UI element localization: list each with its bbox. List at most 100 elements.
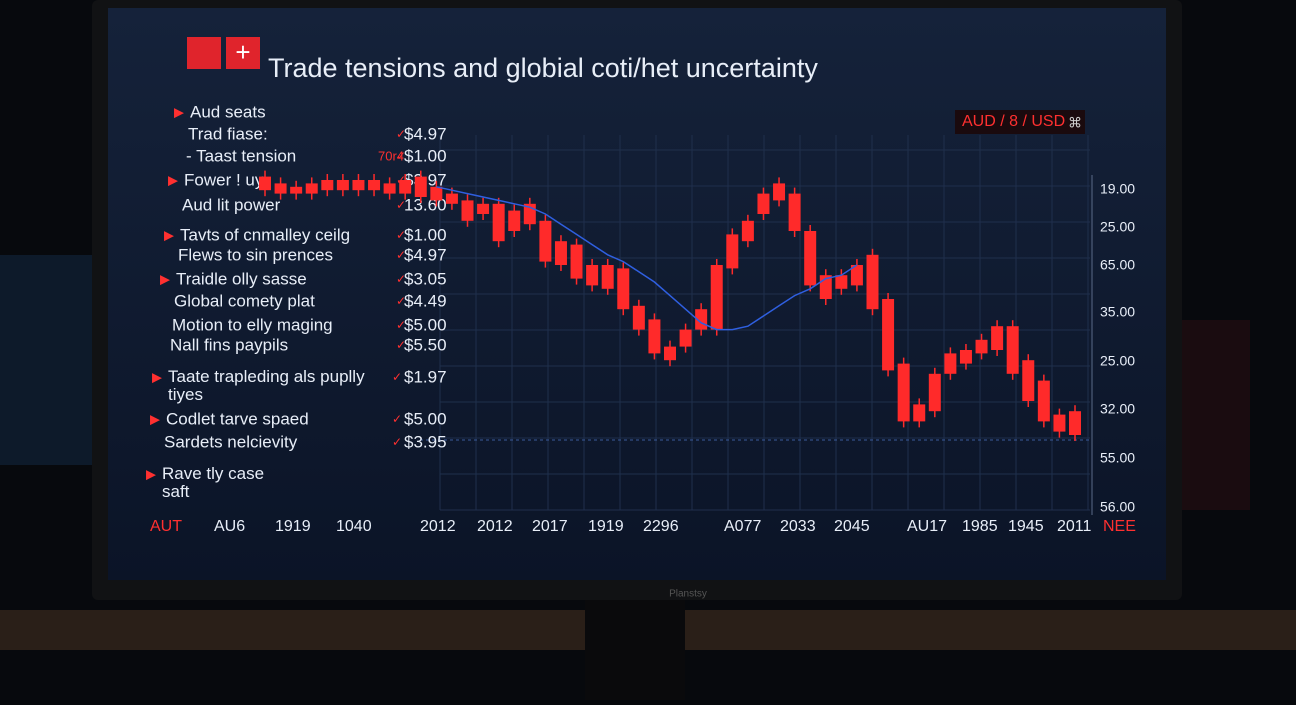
bullet-arrow: ▶ <box>164 227 174 242</box>
check: ✓ <box>392 370 402 384</box>
icon-glyph: + <box>235 37 250 67</box>
candle <box>539 220 552 262</box>
candle <box>1022 360 1035 401</box>
bullet-arrow: ▶ <box>152 369 162 384</box>
item-price: $1.97 <box>404 367 447 386</box>
candle <box>368 180 381 191</box>
candle <box>399 180 412 194</box>
stand <box>585 595 685 700</box>
y-label: 56.00 <box>1100 499 1135 515</box>
candle <box>1006 326 1019 374</box>
item-price: $3.95 <box>404 432 447 451</box>
x-label: 2017 <box>532 518 568 535</box>
candle <box>804 231 817 286</box>
item-label: Codlet tarve spaed <box>166 409 309 428</box>
x-label: 1945 <box>1008 518 1044 535</box>
item-price: $3.05 <box>404 269 447 288</box>
x-label: 2296 <box>643 518 679 535</box>
candle <box>959 350 972 364</box>
item-label: Nall fins paypils <box>170 335 288 354</box>
y-label: 25.00 <box>1100 219 1135 235</box>
bullet-arrow: ▶ <box>150 411 160 426</box>
candle <box>975 339 988 354</box>
candle <box>757 193 770 214</box>
item-price: $5.00 <box>404 315 447 334</box>
pair-icon: ⌘ <box>1068 115 1082 131</box>
candle <box>430 186 443 201</box>
candle <box>773 183 786 201</box>
item-label: Global comety plat <box>174 291 315 310</box>
candle <box>850 265 863 286</box>
y-label: 25.00 <box>1100 353 1135 369</box>
check: ✓ <box>396 149 406 163</box>
candle <box>913 404 926 422</box>
item-label: Sardets nelcievity <box>164 432 298 451</box>
candle <box>726 234 739 269</box>
item-label: Aud lit power <box>182 195 281 214</box>
check: ✓ <box>396 127 406 141</box>
candle <box>554 241 567 265</box>
x-label: A077 <box>724 518 761 535</box>
item-tag: 70r4 <box>378 148 404 163</box>
moving-average <box>436 186 858 331</box>
candle <box>882 299 895 371</box>
item-price: $1.00 <box>404 146 447 165</box>
check: ✓ <box>392 435 402 449</box>
item-label: Motion to elly maging <box>172 315 333 334</box>
candle <box>274 183 287 194</box>
x-label: 1919 <box>275 518 311 535</box>
candle <box>991 326 1004 350</box>
candle <box>477 203 490 214</box>
bullet-arrow: ▶ <box>168 172 178 187</box>
candle <box>570 244 583 279</box>
candle <box>741 220 754 242</box>
check: ✓ <box>396 248 406 262</box>
y-label: 35.00 <box>1100 304 1135 320</box>
candle <box>788 193 801 231</box>
candle <box>445 193 458 204</box>
x-label: 1985 <box>962 518 998 535</box>
candle <box>944 353 957 374</box>
candle <box>461 200 474 221</box>
y-label: 32.00 <box>1100 401 1135 417</box>
x-label: 1040 <box>336 518 372 535</box>
check: ✓ <box>396 338 406 352</box>
check: ✓ <box>396 318 406 332</box>
candle <box>1037 380 1050 422</box>
x-label: 1919 <box>588 518 624 535</box>
item-label: Traidle olly sasse <box>176 269 307 288</box>
x-label: 2011 <box>1057 518 1092 535</box>
x-label: 2033 <box>780 518 816 535</box>
candle <box>928 373 941 412</box>
bullet-arrow: ▶ <box>174 104 184 119</box>
candle <box>259 176 271 191</box>
check: ✓ <box>396 294 406 308</box>
candle <box>1053 414 1066 432</box>
x-label: 2012 <box>420 518 456 535</box>
check: ✓ <box>396 272 406 286</box>
y-label: 19.00 <box>1100 181 1135 197</box>
icon <box>226 37 260 69</box>
candle <box>617 268 630 310</box>
check: ✓ <box>392 412 402 426</box>
candle <box>679 329 692 347</box>
candle <box>414 176 427 197</box>
check: ✓ <box>396 198 406 212</box>
candle <box>492 203 505 242</box>
candle <box>336 180 349 191</box>
item-label: Flews to sin prences <box>178 245 333 264</box>
item-label: Trad fiase: <box>188 124 268 143</box>
item-price: $5.50 <box>404 335 447 354</box>
item-price: $1.00 <box>404 225 447 244</box>
candle <box>866 254 879 310</box>
candle <box>897 363 910 422</box>
x-label: AUT <box>150 518 182 535</box>
y-label: 55.00 <box>1100 450 1135 466</box>
item-label: Fower ! uy <box>184 170 264 189</box>
item-price: $5.00 <box>404 409 447 428</box>
pair: AUD / 8 / USD <box>962 113 1065 130</box>
brand: Planstsy <box>669 589 707 600</box>
candle <box>664 346 676 361</box>
x-label: AU6 <box>214 518 245 535</box>
